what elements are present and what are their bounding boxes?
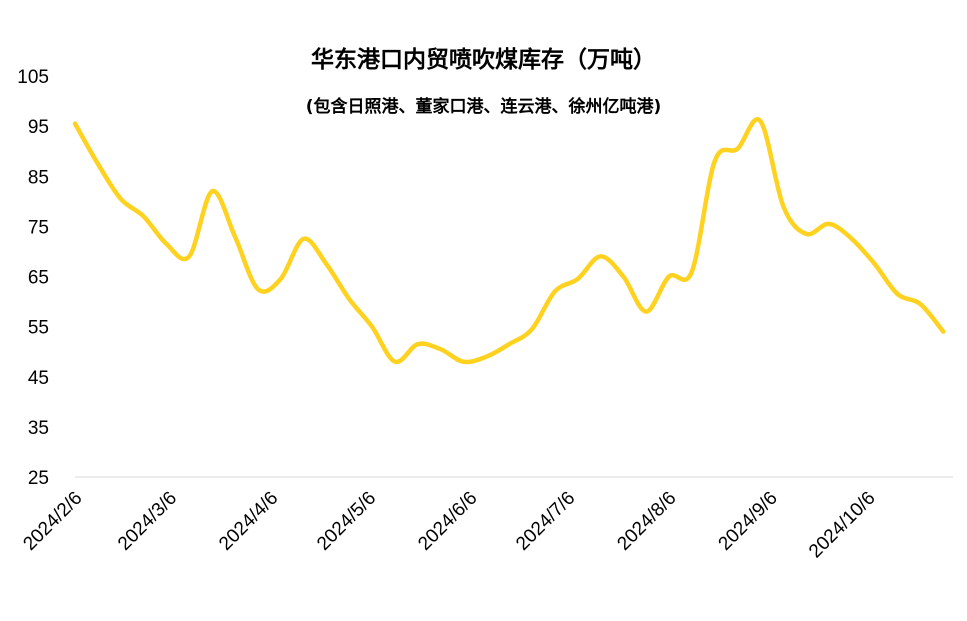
x-tick-label: 2024/3/6 [114, 488, 181, 555]
y-tick-label: 45 [28, 368, 49, 389]
x-tick-label: 2024/10/6 [805, 488, 880, 563]
y-axis-ticks: 25 35 45 55 65 75 85 95 105 [17, 67, 49, 489]
y-tick-label: 95 [28, 117, 49, 138]
x-tick-label: 2024/8/6 [613, 488, 680, 555]
y-tick-label: 105 [17, 67, 49, 88]
x-tick-label: 2024/6/6 [414, 488, 481, 555]
x-tick-label: 2024/2/6 [19, 488, 86, 555]
series-line [72, 117, 946, 365]
y-tick-label: 55 [28, 318, 49, 339]
x-tick-label: 2024/9/6 [715, 488, 782, 555]
x-tick-label: 2024/4/6 [215, 488, 282, 555]
y-tick-label: 65 [28, 268, 49, 289]
y-tick-label: 35 [28, 418, 49, 439]
chart-subtitle: (包含日照港、董家口港、连云港、徐州亿吨港) [305, 97, 662, 117]
x-axis-ticks: 2024/2/6 2024/3/6 2024/4/6 2024/5/6 2024/6/6… [19, 488, 879, 563]
y-tick-label: 75 [28, 217, 49, 238]
x-tick-label: 2024/7/6 [512, 488, 579, 555]
x-tick-label: 2024/5/6 [313, 488, 380, 555]
y-tick-label: 85 [28, 167, 49, 188]
y-tick-label: 25 [28, 468, 49, 489]
chart-title: 华东港口内贸喷吹煤库存（万吨） [311, 47, 656, 73]
